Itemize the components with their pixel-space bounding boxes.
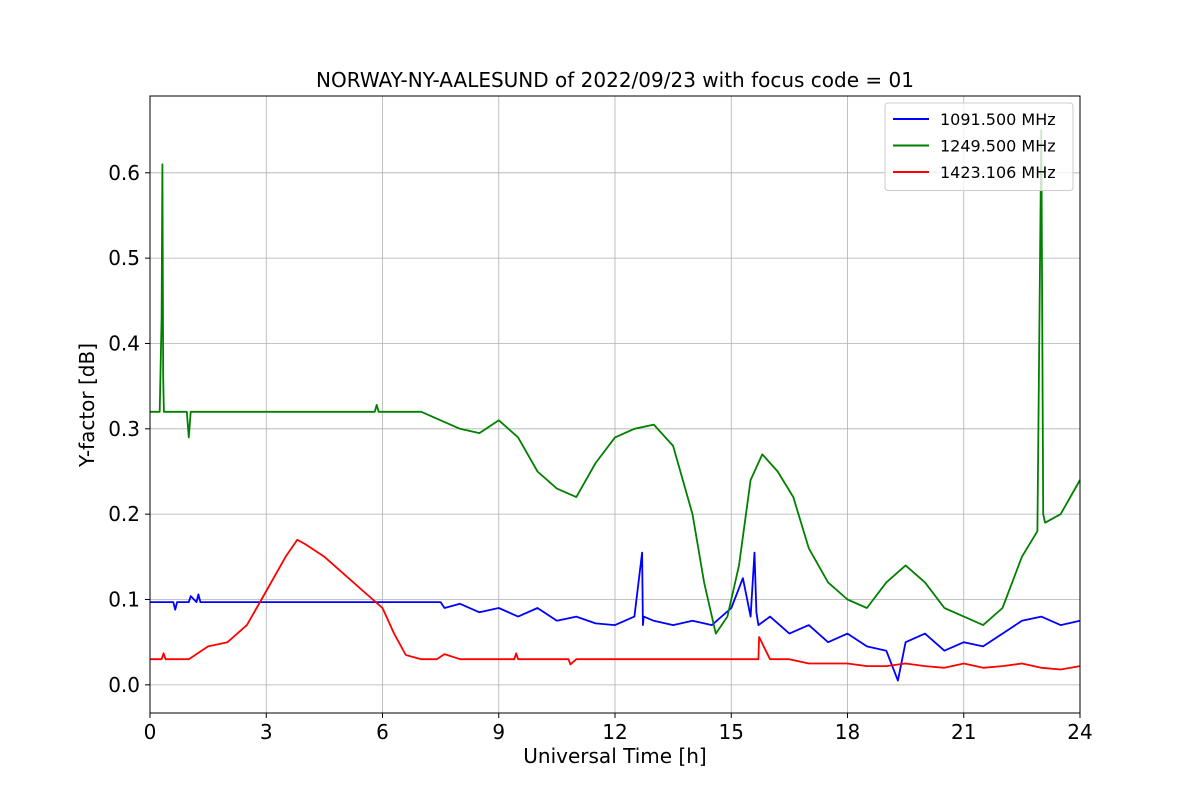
legend-label: 1249.500 MHz bbox=[940, 137, 1056, 156]
x-tick-label: 15 bbox=[719, 720, 744, 744]
chart-title: NORWAY-NY-AALESUND of 2022/09/23 with fo… bbox=[316, 68, 914, 92]
y-tick-label: 0.4 bbox=[108, 331, 140, 355]
y-axis-label: Y-factor [dB] bbox=[75, 343, 99, 468]
y-tick-label: 0.0 bbox=[108, 673, 140, 697]
x-tick-label: 12 bbox=[602, 720, 627, 744]
y-axis: 0.0 0.1 0.2 0.3 0.4 0.5 0.6 bbox=[108, 161, 150, 697]
y-tick-label: 0.2 bbox=[108, 502, 140, 526]
x-tick-label: 0 bbox=[144, 720, 157, 744]
x-tick-label: 18 bbox=[835, 720, 860, 744]
x-tick-label: 21 bbox=[951, 720, 976, 744]
y-tick-label: 0.3 bbox=[108, 417, 140, 441]
series-line-2 bbox=[150, 129, 1081, 635]
legend-label: 1091.500 MHz bbox=[940, 110, 1056, 129]
y-tick-label: 0.5 bbox=[108, 246, 140, 270]
series-line-3 bbox=[150, 538, 1081, 671]
x-tick-label: 3 bbox=[260, 720, 273, 744]
x-tick-label: 24 bbox=[1067, 720, 1092, 744]
x-axis-label: Universal Time [h] bbox=[523, 744, 706, 768]
legend-label: 1423.106 MHz bbox=[940, 163, 1056, 182]
x-axis: 0 3 6 9 12 15 18 21 24 bbox=[144, 713, 1093, 744]
legend: 1091.500 MHz 1249.500 MHz 1423.106 MHz bbox=[884, 102, 1074, 191]
x-tick-label: 6 bbox=[376, 720, 389, 744]
series-layer bbox=[150, 129, 1081, 682]
x-tick-label: 9 bbox=[492, 720, 505, 744]
y-tick-label: 0.6 bbox=[108, 161, 140, 185]
legend-box bbox=[884, 102, 1074, 191]
y-tick-label: 0.1 bbox=[108, 587, 140, 611]
